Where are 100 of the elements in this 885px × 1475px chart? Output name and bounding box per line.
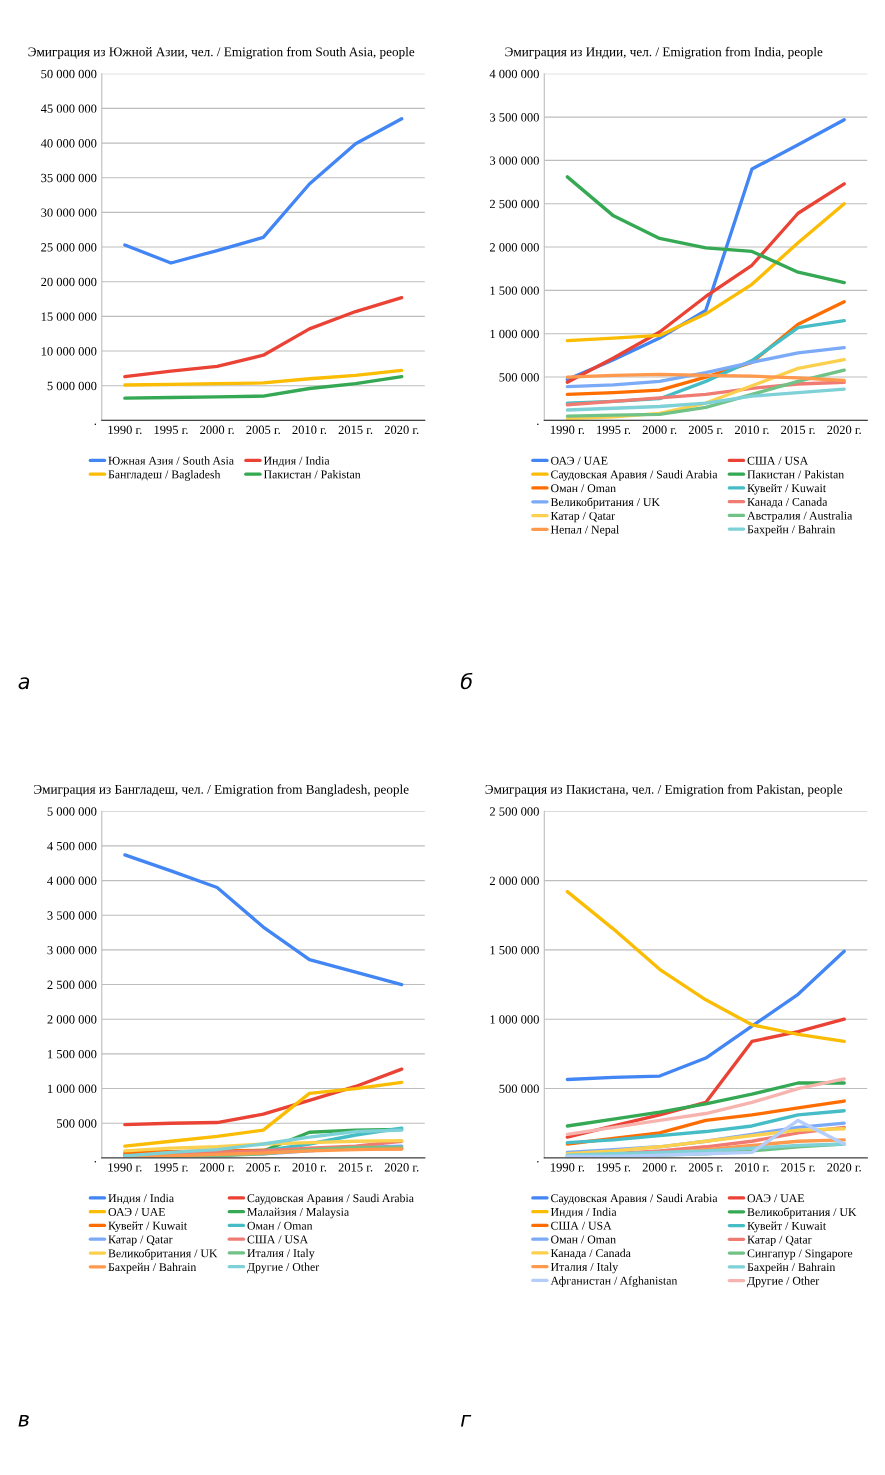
text: а <box>18 677 30 690</box>
x-tick-label: 1990 г. <box>550 1163 585 1172</box>
line-series <box>565 949 846 1082</box>
legend-label: Другие / Other <box>747 1276 820 1288</box>
legend-label: США / USA <box>747 456 809 465</box>
y-tick-label: 3 500 000 <box>47 911 97 920</box>
y-tick-label: 25 000 000 <box>41 243 97 252</box>
x-tick-label: 2005 г. <box>688 425 723 435</box>
legend-label: Пакистан / Pakistan <box>263 470 361 479</box>
legend-label: Кувейт / Kuwait <box>747 1221 827 1233</box>
legend-label: Бахрейн / Bahrain <box>108 1262 197 1274</box>
line-series <box>123 117 404 265</box>
text: б <box>460 672 473 690</box>
legend-label: Саудовская Аравия / Saudi Arabia <box>551 1193 718 1205</box>
legend-label: Непал / Nepal <box>550 525 620 536</box>
y-tick-label: 45 000 000 <box>40 104 97 113</box>
legend-label: США / USA <box>551 1221 612 1230</box>
y-tick-label: 1 500 000 <box>490 945 539 955</box>
line-series <box>565 1077 846 1136</box>
y-tick-label: . <box>94 1160 97 1163</box>
line-series <box>123 853 404 987</box>
y-tick-label: 4 500 000 <box>47 841 97 851</box>
x-tick-label: 2000 г. <box>642 1163 677 1172</box>
x-tick-label: 2010 г. <box>292 425 327 435</box>
legend-label: Канада / Canada <box>550 1248 631 1260</box>
legend-label: Афганистан / Afghanistan <box>550 1276 678 1288</box>
legend-label: Индия / India <box>550 1207 617 1219</box>
line-series <box>565 175 846 285</box>
line-series <box>565 202 846 343</box>
y-tick-label: 40 000 000 <box>40 139 97 148</box>
legend-label: Кувейт / Kuwait <box>108 1221 188 1233</box>
legend-label: Канада / Canada <box>747 497 828 509</box>
y-tick-label: 2 500 000 <box>489 199 539 209</box>
legend-label: ОАЭ / UAE <box>747 1194 804 1203</box>
chart-title: Эмиграция из Бангладеш, чел. / Emigration from Bangladesh, people <box>34 784 409 797</box>
line-series <box>565 345 846 389</box>
legend-label: США / USA <box>247 1235 309 1244</box>
legend-label: Оман / Oman <box>247 1221 313 1230</box>
legend-label: Катар / Qatar <box>108 1235 173 1246</box>
y-tick-label: 10 000 000 <box>41 347 97 356</box>
y-tick-label: 2 500 000 <box>489 807 539 816</box>
legend-label: Пакистан / Pakistan <box>747 470 844 479</box>
legend-label: Индия / India <box>108 1193 174 1205</box>
y-tick-label: 2 000 000 <box>47 1015 97 1024</box>
legend-label: Италия / Italy <box>550 1262 619 1274</box>
y-tick-label: 50 000 000 <box>41 69 97 79</box>
line-series <box>123 1080 404 1148</box>
legend-label: Бангладеш / Bagladesh <box>108 470 221 481</box>
x-tick-label: 2015 г. <box>781 1163 815 1172</box>
y-tick-label: 500 000 <box>499 373 539 382</box>
x-tick-label: 2005 г. <box>246 1163 280 1172</box>
chart-title: Эмиграция из Пакистана, чел. / Emigration from Pakistan, people <box>485 784 843 797</box>
legend-label: Оман / Oman <box>551 484 616 493</box>
chart-title: Эмиграция из Южной Азии, чел. / Emigration from South Asia, people <box>28 46 415 59</box>
x-tick-label: 2010 г. <box>735 425 769 435</box>
x-tick-label: 2000 г. <box>200 425 234 435</box>
y-tick-label: 5 000 000 <box>47 381 97 391</box>
legend-label: Катар / Qatar <box>550 511 615 523</box>
legend-label: Великобритания / UK <box>747 1207 857 1219</box>
y-tick-label: 30 000 000 <box>41 208 97 217</box>
chart-title: Эмиграция из Индии, чел. / Emigration from India, people <box>505 46 823 59</box>
x-tick-label: 2020 г. <box>384 1163 419 1172</box>
x-tick-label: 2020 г. <box>384 425 419 435</box>
y-tick-label: 500 000 <box>57 1119 97 1128</box>
x-tick-label: 1995 г. <box>597 1163 631 1172</box>
legend-label: Великобритания / UK <box>108 1248 218 1260</box>
x-tick-label: 2020 г. <box>827 425 861 435</box>
y-tick-label: 4 000 000 <box>47 876 97 886</box>
x-tick-label: 2005 г. <box>246 425 280 435</box>
line-series <box>123 1067 404 1127</box>
x-tick-label: 2015 г. <box>338 1163 373 1172</box>
y-tick-label: 3 500 000 <box>490 113 539 122</box>
y-tick-label: 500 000 <box>499 1084 539 1094</box>
y-tick-label: 4 000 000 <box>489 69 539 79</box>
legend-label: Другие / Other <box>247 1262 320 1274</box>
line-series <box>565 387 846 412</box>
legend-label: Бахрейн / Bahrain <box>747 525 836 536</box>
x-tick-label: 2010 г. <box>735 1163 769 1172</box>
x-tick-label: 1990 г. <box>108 1163 142 1172</box>
y-tick-label: 20 000 000 <box>41 277 97 287</box>
line-series <box>565 1109 846 1145</box>
y-tick-label: . <box>537 423 539 425</box>
y-tick-label: 5 000 000 <box>47 807 97 816</box>
y-tick-label: 1 500 000 <box>48 1049 97 1059</box>
legend-label: Индия / India <box>263 456 330 467</box>
text: в <box>18 1415 29 1427</box>
y-tick-label: . <box>537 1160 539 1163</box>
line-series <box>565 1081 846 1128</box>
line-series <box>123 368 404 387</box>
legend-label: Сингапур / Singapore <box>747 1249 853 1260</box>
legend-label: ОАЭ / UAE <box>551 456 608 465</box>
text: г <box>460 1415 472 1427</box>
y-tick-label: 1 000 000 <box>490 329 539 339</box>
legend-label: Великобритания / UK <box>550 497 660 509</box>
x-tick-label: 1990 г. <box>108 425 142 435</box>
legend-label: Южная Азия / South Asia <box>108 456 234 465</box>
x-tick-label: 2020 г. <box>827 1163 861 1172</box>
legend-label: Саудовская Аравия / Saudi Arabia <box>551 470 718 481</box>
legend-label: Оман / Oman <box>551 1235 616 1244</box>
legend-label: Бахрейн / Bahrain <box>747 1262 836 1274</box>
